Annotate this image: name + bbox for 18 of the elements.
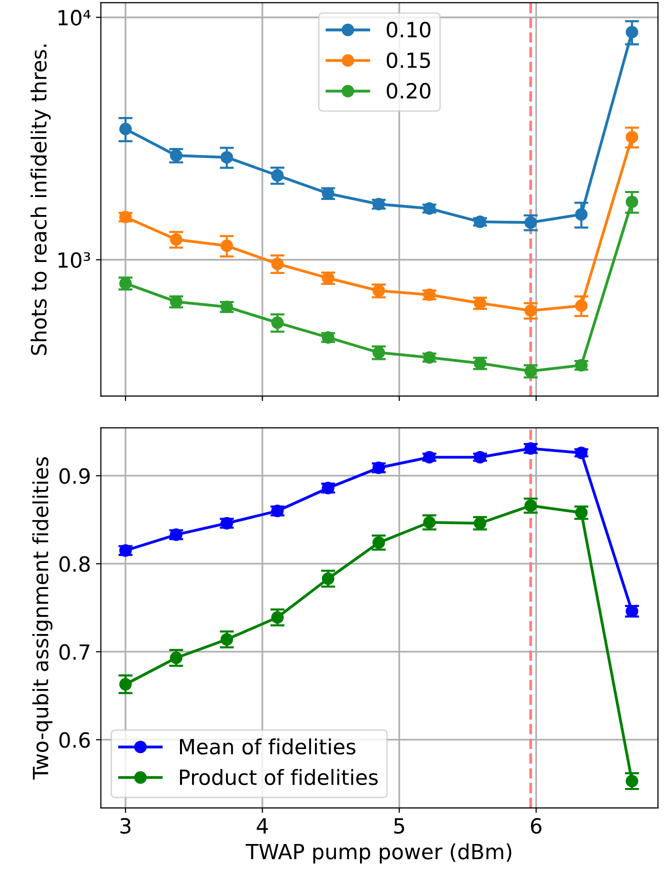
y-tick-label: 0.9 (59, 468, 90, 484)
y-tick-label: 0.7 (59, 644, 90, 660)
y-tick-label: 0.8 (59, 556, 90, 572)
x-tick-label: 4 (256, 818, 268, 834)
legend-label: 0.15 (386, 52, 430, 68)
x-tick-label: 6 (530, 818, 542, 834)
x-axis-title: TWAP pump power (dBm) (246, 843, 512, 864)
legend-label: Product of fidelities (180, 769, 378, 786)
y-tick-label: 10³ (58, 252, 90, 268)
x-tick-label: 5 (394, 818, 404, 834)
x-tick-label: 3 (120, 818, 130, 834)
y-axis-title: Two-qubit assignment fidelities (32, 457, 52, 780)
y-tick-label: 10⁴ (58, 10, 90, 26)
y-axis-title: Shots to reach infidelity thres. (30, 44, 51, 355)
legend-label: Mean of fidelities (180, 738, 356, 755)
legend-label: 0.20 (386, 82, 430, 99)
y-tick-label: 0.6 (59, 732, 90, 748)
legend-label: 0.10 (386, 22, 430, 38)
